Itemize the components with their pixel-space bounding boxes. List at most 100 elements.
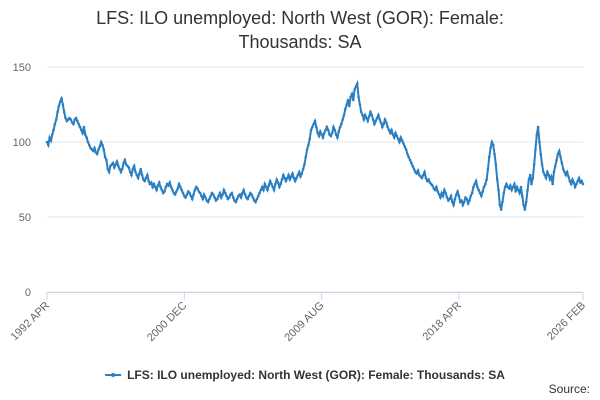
point — [371, 118, 375, 121]
point — [235, 197, 239, 201]
point — [351, 98, 355, 102]
point — [259, 188, 263, 192]
point — [530, 182, 533, 186]
point — [509, 184, 512, 187]
point — [412, 167, 416, 171]
point — [326, 128, 330, 132]
point — [301, 167, 305, 171]
point — [219, 196, 223, 199]
point — [246, 197, 249, 201]
point — [60, 97, 63, 100]
point — [532, 163, 536, 166]
point — [193, 188, 197, 192]
point — [392, 136, 396, 139]
point — [482, 185, 486, 189]
point — [169, 185, 173, 189]
point — [330, 131, 334, 135]
point — [267, 184, 271, 187]
point — [487, 155, 491, 159]
point — [439, 196, 442, 199]
point — [256, 194, 260, 198]
point — [381, 125, 384, 129]
point — [120, 167, 124, 171]
point — [569, 182, 573, 186]
point — [93, 146, 96, 150]
point — [528, 173, 532, 177]
point — [318, 130, 322, 133]
point — [538, 140, 541, 144]
point — [231, 196, 235, 199]
point — [208, 197, 211, 201]
point — [563, 170, 566, 174]
point — [457, 194, 461, 198]
point — [388, 131, 392, 135]
point — [80, 128, 83, 132]
point — [57, 104, 61, 108]
point — [45, 140, 49, 144]
point — [367, 115, 371, 118]
point — [486, 167, 490, 171]
point — [461, 203, 465, 207]
point — [101, 143, 104, 147]
point — [465, 197, 469, 201]
point — [557, 149, 561, 153]
point — [507, 187, 511, 190]
point — [106, 167, 110, 171]
point — [151, 185, 154, 189]
point — [336, 136, 339, 139]
point — [54, 118, 58, 121]
y-tick-label: 0 — [25, 287, 31, 299]
point — [505, 182, 508, 186]
point — [445, 196, 449, 199]
point — [134, 170, 137, 174]
point — [332, 125, 335, 129]
point — [163, 190, 166, 193]
point — [366, 119, 370, 123]
point — [61, 103, 65, 106]
point — [105, 158, 108, 162]
point — [523, 208, 527, 211]
point — [50, 133, 54, 136]
point — [435, 185, 438, 189]
point — [580, 179, 583, 183]
point — [515, 185, 519, 189]
point — [293, 179, 297, 183]
point — [514, 190, 517, 193]
point — [190, 197, 194, 201]
point — [421, 173, 425, 177]
point — [520, 194, 524, 198]
point — [395, 134, 399, 138]
point — [433, 188, 437, 192]
point — [451, 200, 454, 204]
point — [239, 196, 243, 199]
point — [262, 188, 265, 192]
point — [377, 113, 380, 117]
point — [555, 158, 558, 162]
point — [175, 190, 178, 193]
point — [282, 173, 285, 177]
point — [341, 118, 345, 121]
point — [348, 104, 351, 108]
point — [83, 133, 87, 136]
point — [517, 188, 520, 192]
point — [536, 125, 540, 129]
point — [278, 185, 281, 189]
y-tick-label: 150 — [13, 62, 31, 74]
point — [146, 173, 149, 177]
point — [411, 164, 414, 168]
point — [548, 178, 552, 181]
point — [510, 188, 514, 192]
point — [518, 191, 521, 195]
point — [118, 167, 121, 171]
point — [91, 149, 95, 153]
point — [370, 113, 374, 117]
point — [297, 170, 301, 174]
point — [198, 191, 202, 195]
point — [469, 194, 473, 198]
point — [556, 152, 560, 156]
point — [119, 170, 123, 174]
point — [427, 178, 430, 181]
point — [404, 148, 408, 151]
point — [466, 202, 470, 205]
point — [553, 164, 557, 168]
